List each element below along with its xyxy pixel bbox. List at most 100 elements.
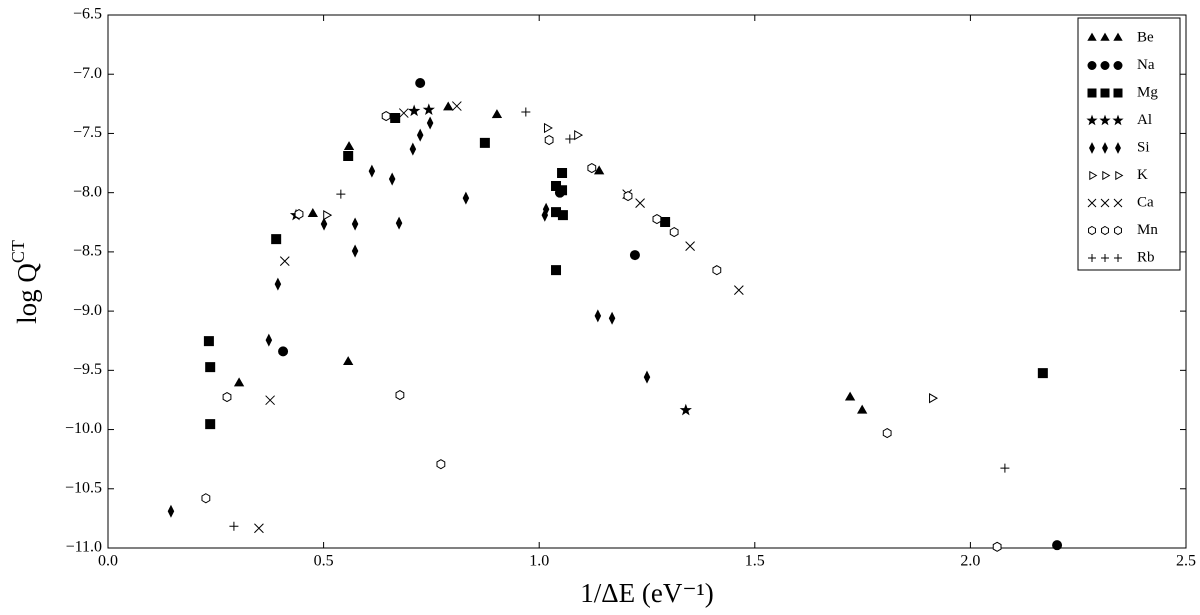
data-point bbox=[395, 216, 403, 230]
x-tick-label: 1.5 bbox=[745, 553, 765, 570]
data-point bbox=[265, 395, 275, 406]
data-point bbox=[390, 113, 401, 124]
legend-label: Na bbox=[1137, 57, 1155, 73]
y-tick-label: −7.0 bbox=[73, 65, 102, 82]
data-point bbox=[398, 108, 409, 118]
data-point bbox=[660, 217, 671, 228]
legend-marker bbox=[1086, 114, 1098, 126]
data-point bbox=[629, 250, 640, 261]
legend-marker bbox=[1087, 198, 1097, 208]
data-point bbox=[608, 311, 616, 325]
data-point bbox=[543, 122, 553, 134]
legend-label: Si bbox=[1137, 139, 1150, 155]
data-point bbox=[408, 104, 421, 117]
legend-marker bbox=[1089, 170, 1098, 181]
data-point bbox=[557, 185, 568, 196]
data-point bbox=[233, 377, 245, 387]
data-point bbox=[1052, 540, 1063, 551]
data-point bbox=[712, 265, 722, 276]
data-point bbox=[279, 256, 290, 266]
y-tick-label: −11.0 bbox=[66, 539, 102, 556]
data-point bbox=[351, 244, 359, 258]
legend-label: Mn bbox=[1137, 222, 1158, 238]
y-tick-label: −10.0 bbox=[65, 420, 102, 437]
data-point bbox=[343, 150, 354, 161]
data-point bbox=[205, 362, 216, 373]
data-point bbox=[451, 101, 462, 111]
y-axis-label: log QCT bbox=[8, 240, 42, 324]
data-point bbox=[594, 309, 602, 323]
data-point bbox=[521, 107, 531, 117]
x-axis-label: 1/ΔE (eV⁻¹) bbox=[580, 578, 713, 608]
data-point bbox=[368, 164, 376, 178]
legend-marker bbox=[1100, 32, 1110, 41]
legend-marker bbox=[1114, 254, 1122, 262]
x-tick-label: 0.5 bbox=[314, 553, 334, 570]
data-point bbox=[229, 521, 239, 531]
data-point bbox=[274, 277, 282, 291]
data-point bbox=[565, 134, 575, 144]
legend-label: Be bbox=[1137, 29, 1154, 45]
data-point bbox=[623, 191, 633, 202]
data-point bbox=[415, 77, 426, 88]
plot-frame bbox=[107, 14, 1187, 549]
legend-marker bbox=[1100, 198, 1110, 208]
data-point bbox=[733, 285, 744, 296]
data-point bbox=[462, 191, 470, 205]
y-tick-label: −7.5 bbox=[73, 124, 102, 141]
legend-marker bbox=[1088, 225, 1096, 236]
data-point bbox=[265, 333, 273, 347]
data-point bbox=[542, 202, 550, 216]
data-point bbox=[1037, 368, 1048, 379]
legend-marker bbox=[1102, 170, 1111, 181]
x-tick-label: 2.5 bbox=[1176, 553, 1196, 570]
legend-label: Ca bbox=[1137, 194, 1154, 210]
legend-marker bbox=[1112, 114, 1124, 126]
data-point bbox=[426, 116, 434, 130]
data-point bbox=[307, 208, 318, 217]
data-point bbox=[422, 103, 435, 115]
legend-marker bbox=[1088, 254, 1096, 262]
legend-marker bbox=[1089, 142, 1095, 154]
data-point bbox=[409, 142, 417, 156]
data-point bbox=[294, 209, 304, 220]
legend-marker bbox=[1113, 61, 1123, 70]
y-tick-label: −8.5 bbox=[73, 243, 102, 260]
data-point bbox=[388, 172, 396, 186]
data-point bbox=[201, 493, 211, 504]
legend-marker bbox=[1115, 170, 1124, 181]
data-point bbox=[351, 217, 359, 231]
legend-marker bbox=[1087, 88, 1097, 98]
data-point bbox=[882, 428, 892, 439]
y-tick-label: −9.5 bbox=[73, 361, 102, 378]
data-point bbox=[271, 234, 282, 245]
legend-label: K bbox=[1137, 167, 1148, 183]
data-point bbox=[491, 109, 503, 119]
data-point bbox=[205, 419, 216, 430]
y-axis-label-sup: CT bbox=[8, 240, 28, 263]
legend-label: Mg bbox=[1137, 84, 1158, 100]
legend-label: Al bbox=[1137, 112, 1152, 128]
data-point bbox=[443, 101, 454, 111]
data-point bbox=[587, 162, 597, 174]
x-tick-label: 2.0 bbox=[960, 553, 980, 570]
data-point bbox=[222, 392, 232, 403]
data-point bbox=[857, 404, 868, 414]
legend-marker bbox=[1087, 32, 1097, 41]
data-point bbox=[323, 210, 333, 221]
data-point bbox=[436, 459, 446, 470]
data-point bbox=[643, 370, 651, 384]
data-point bbox=[343, 141, 355, 151]
legend-marker bbox=[1099, 114, 1111, 126]
data-point bbox=[593, 165, 605, 175]
y-axis-label-main: log Q bbox=[12, 263, 42, 324]
data-point bbox=[381, 110, 391, 122]
data-point bbox=[203, 336, 214, 347]
data-point bbox=[844, 391, 856, 401]
data-point bbox=[544, 135, 554, 146]
x-tick-label: 0.0 bbox=[98, 553, 118, 570]
legend-marker bbox=[1113, 32, 1123, 41]
data-point bbox=[167, 504, 175, 518]
data-point bbox=[343, 356, 354, 366]
